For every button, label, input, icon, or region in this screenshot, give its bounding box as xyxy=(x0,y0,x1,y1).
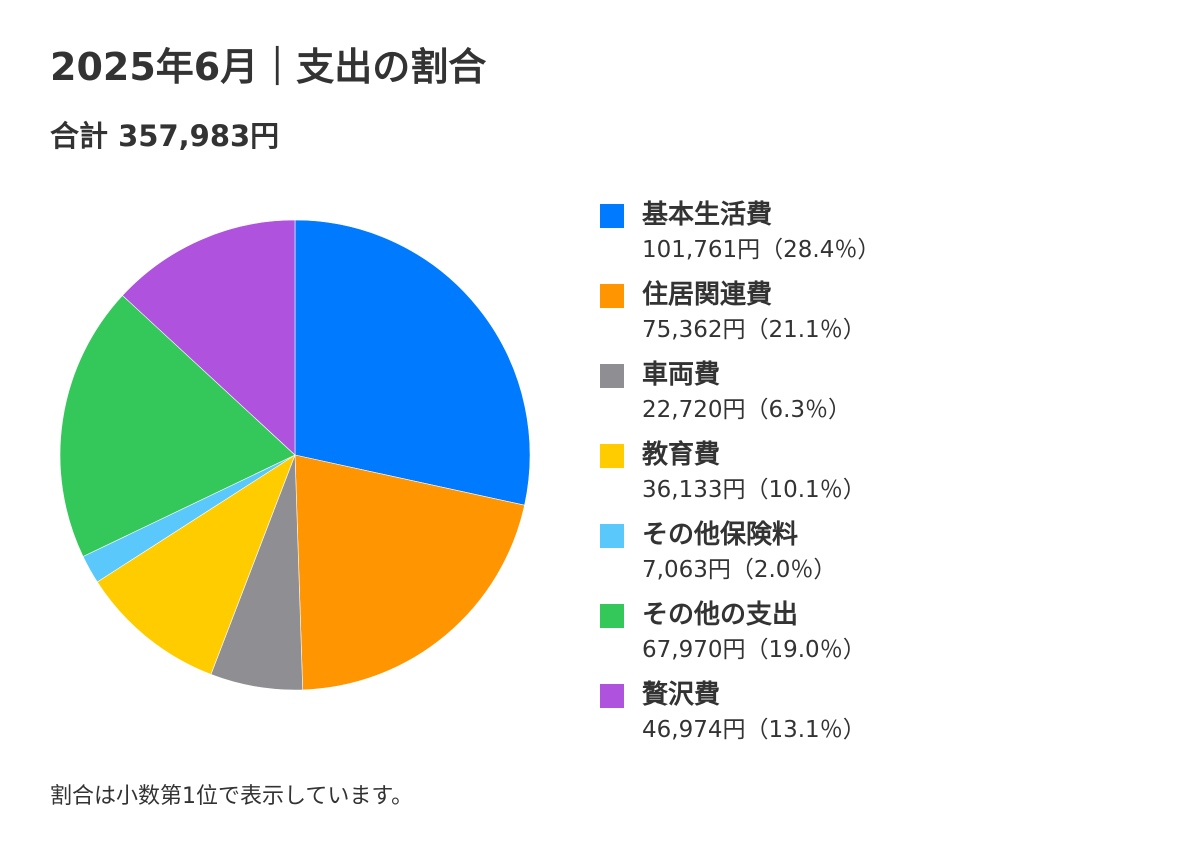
legend-swatch xyxy=(600,524,624,548)
legend-swatch xyxy=(600,444,624,468)
legend-swatch xyxy=(600,604,624,628)
legend: 基本生活費 101,761円（28.4％） 住居関連費 75,362円（21.1％） 車… xyxy=(600,196,1160,756)
legend-category-label: その他保険料 xyxy=(642,520,799,550)
legend-item: その他保険料 7,063円（2.0％） xyxy=(600,516,1160,596)
legend-item: 贅沢費 46,974円（13.1％） xyxy=(600,676,1160,756)
legend-category-label: その他の支出 xyxy=(642,600,799,630)
pie-chart xyxy=(59,219,531,691)
legend-category-label: 住居関連費 xyxy=(642,280,773,310)
legend-swatch xyxy=(600,204,624,228)
legend-swatch xyxy=(600,364,624,388)
legend-category-label: 車両費 xyxy=(642,360,721,390)
legend-value-label: 75,362円（21.1％） xyxy=(642,317,866,343)
legend-item: その他の支出 67,970円（19.0％） xyxy=(600,596,1160,676)
legend-swatch xyxy=(600,284,624,308)
legend-item: 住居関連費 75,362円（21.1％） xyxy=(600,276,1160,356)
legend-swatch xyxy=(600,684,624,708)
legend-item: 基本生活費 101,761円（28.4％） xyxy=(600,196,1160,276)
legend-value-label: 101,761円（28.4％） xyxy=(642,237,881,263)
legend-category-label: 贅沢費 xyxy=(642,680,721,710)
legend-value-label: 46,974円（13.1％） xyxy=(642,717,866,743)
legend-value-label: 22,720円（6.3％） xyxy=(642,397,852,423)
pie-slice-6 xyxy=(59,295,296,557)
legend-category-label: 基本生活費 xyxy=(642,200,773,230)
legend-item: 教育費 36,133円（10.1％） xyxy=(600,436,1160,516)
legend-category-label: 教育費 xyxy=(642,440,721,470)
footnote: 割合は小数第1位で表示しています。 xyxy=(50,784,414,809)
pie-slice-7 xyxy=(122,219,296,456)
legend-value-label: 36,133円（10.1％） xyxy=(642,477,866,503)
pie-slice-1 xyxy=(294,219,531,506)
legend-item: 車両費 22,720円（6.3％） xyxy=(600,356,1160,436)
legend-value-label: 7,063円（2.0％） xyxy=(642,557,837,583)
total-amount: 合計 357,983円 xyxy=(50,119,280,153)
pie-slice-4 xyxy=(96,454,296,675)
page-title: 2025年6月｜支出の割合 xyxy=(50,45,487,89)
pie-slice-2 xyxy=(294,454,525,691)
legend-value-label: 67,970円（19.0％） xyxy=(642,637,866,663)
